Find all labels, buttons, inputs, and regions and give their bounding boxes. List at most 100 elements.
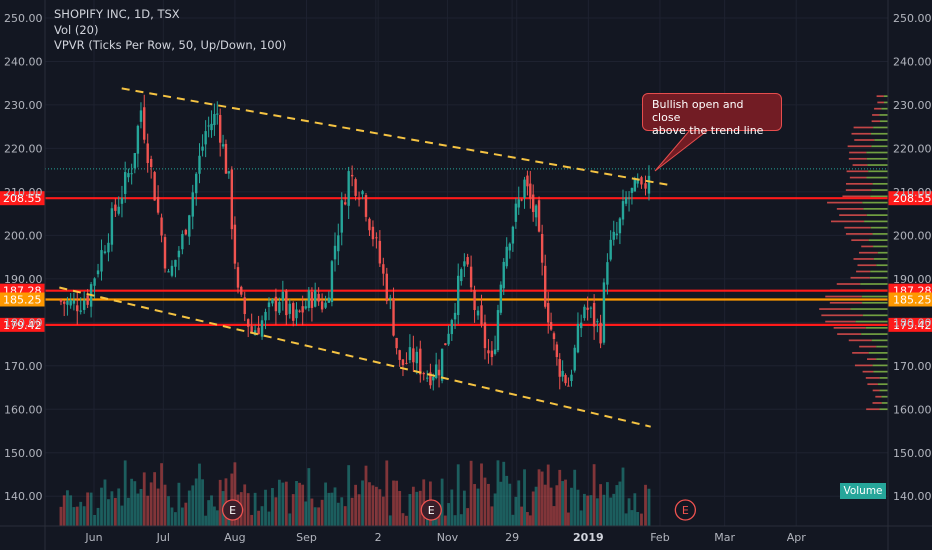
candle-body bbox=[529, 183, 532, 199]
volume-bar bbox=[301, 484, 305, 526]
symbol-title[interactable]: SHOPIFY INC, 1D, TSX bbox=[54, 7, 180, 21]
candle-body bbox=[483, 322, 487, 349]
vpvr-down-row bbox=[854, 139, 875, 141]
candle-body bbox=[487, 350, 490, 354]
candle-body bbox=[401, 359, 405, 366]
candle-body bbox=[561, 370, 564, 377]
volume-bar bbox=[330, 492, 334, 526]
volume-bar bbox=[191, 485, 195, 526]
vpvr-up-row bbox=[879, 377, 888, 379]
candle-body bbox=[114, 204, 117, 211]
candle-body bbox=[267, 302, 271, 308]
candle-body bbox=[333, 245, 337, 260]
vpvr-down-row bbox=[842, 195, 871, 198]
candle-body bbox=[382, 264, 385, 274]
candle-body bbox=[385, 273, 388, 302]
level-label: 179.42 bbox=[893, 319, 932, 332]
candle-body bbox=[107, 242, 110, 253]
volume-bar bbox=[250, 514, 254, 526]
volume-bar bbox=[456, 464, 460, 526]
vpvr-down-row bbox=[853, 258, 874, 260]
candle-body bbox=[63, 301, 66, 304]
vpvr-up-row bbox=[883, 101, 888, 104]
volume-bar bbox=[215, 510, 219, 526]
vpvr-down-row bbox=[851, 239, 869, 242]
vpvr-down-row bbox=[859, 345, 877, 348]
candle-body bbox=[564, 374, 567, 384]
vpvr-up-row bbox=[866, 151, 888, 154]
volume-bar bbox=[260, 506, 264, 526]
volume-bar bbox=[520, 506, 524, 526]
volume-bar bbox=[612, 493, 616, 526]
volume-bar bbox=[274, 497, 278, 526]
volume-bar bbox=[139, 489, 143, 526]
volume-bar bbox=[146, 495, 150, 526]
candle-body bbox=[505, 246, 508, 267]
candle-body bbox=[621, 201, 625, 220]
y-tick-right: 210.00 bbox=[893, 186, 932, 199]
candle-body bbox=[573, 347, 576, 371]
vpvr-up-row bbox=[861, 333, 888, 335]
annotation-callout[interactable]: Bullish open and close above the trend l… bbox=[642, 93, 782, 137]
candle-body bbox=[218, 114, 222, 143]
volume-bar bbox=[86, 492, 90, 526]
vpvr-up-row bbox=[866, 214, 888, 216]
candle-body bbox=[364, 195, 368, 217]
volume-bar bbox=[392, 480, 395, 526]
volume-bar bbox=[120, 505, 124, 526]
volume-bar bbox=[381, 496, 385, 526]
candle-body bbox=[589, 307, 593, 309]
candle-body bbox=[184, 229, 188, 235]
y-tick-left: 190.00 bbox=[4, 273, 43, 286]
candle-body bbox=[123, 172, 127, 194]
candle-body bbox=[444, 343, 447, 346]
vpvr-down-row bbox=[852, 352, 869, 354]
vpvr-down-row bbox=[872, 402, 882, 404]
volume-bar bbox=[59, 506, 63, 526]
volume-bar bbox=[499, 481, 503, 526]
vpvr-down-row bbox=[853, 126, 874, 129]
candle-body bbox=[612, 231, 615, 240]
vpvr-up-row bbox=[876, 345, 888, 348]
volume-bar bbox=[336, 502, 340, 526]
volume-bar bbox=[540, 471, 544, 526]
earnings-marker bbox=[674, 499, 697, 521]
volume-bar bbox=[201, 479, 204, 526]
x-tick: Aug bbox=[224, 531, 245, 544]
trend-line bbox=[59, 286, 651, 428]
vpvr-down-row bbox=[856, 270, 871, 273]
candle-body bbox=[547, 303, 550, 323]
vpvr-down-row bbox=[821, 314, 863, 317]
volume-bar bbox=[357, 494, 361, 526]
candle-body bbox=[149, 158, 153, 168]
level-label-bg bbox=[888, 191, 932, 206]
y-tick-right: 180.00 bbox=[893, 316, 932, 329]
volume-indicator-label[interactable]: Vol (20) bbox=[54, 22, 99, 37]
y-tick-left: 220.00 bbox=[4, 142, 43, 155]
candle-body bbox=[295, 309, 298, 319]
annotation-line-2: above the trend line bbox=[652, 124, 764, 137]
chart-legend: SHOPIFY INC, 1D, TSX Vol (20) VPVR (Tick… bbox=[54, 7, 286, 54]
vpvr-indicator-label[interactable]: VPVR (Ticks Per Row, 50, Up/Down, 100) bbox=[54, 38, 287, 52]
volume-bar bbox=[531, 491, 535, 526]
volume-bar bbox=[537, 469, 541, 526]
candle-body bbox=[66, 300, 69, 305]
candle-body bbox=[133, 153, 137, 169]
x-tick: Jun bbox=[84, 531, 102, 544]
earnings-marker-label: E bbox=[428, 504, 435, 517]
volume-bar bbox=[184, 502, 188, 526]
y-tick-right: 250.00 bbox=[893, 12, 932, 25]
vpvr-up-row bbox=[870, 270, 888, 273]
volume-bar bbox=[310, 498, 314, 526]
candle-body bbox=[167, 271, 170, 273]
volume-bar bbox=[418, 490, 422, 526]
candle-body bbox=[93, 278, 96, 286]
volume-bar bbox=[142, 472, 146, 526]
vpvr-up-row bbox=[863, 208, 888, 210]
volume-bar bbox=[615, 485, 619, 526]
candle-body bbox=[79, 310, 82, 312]
volume-bar bbox=[388, 515, 392, 526]
